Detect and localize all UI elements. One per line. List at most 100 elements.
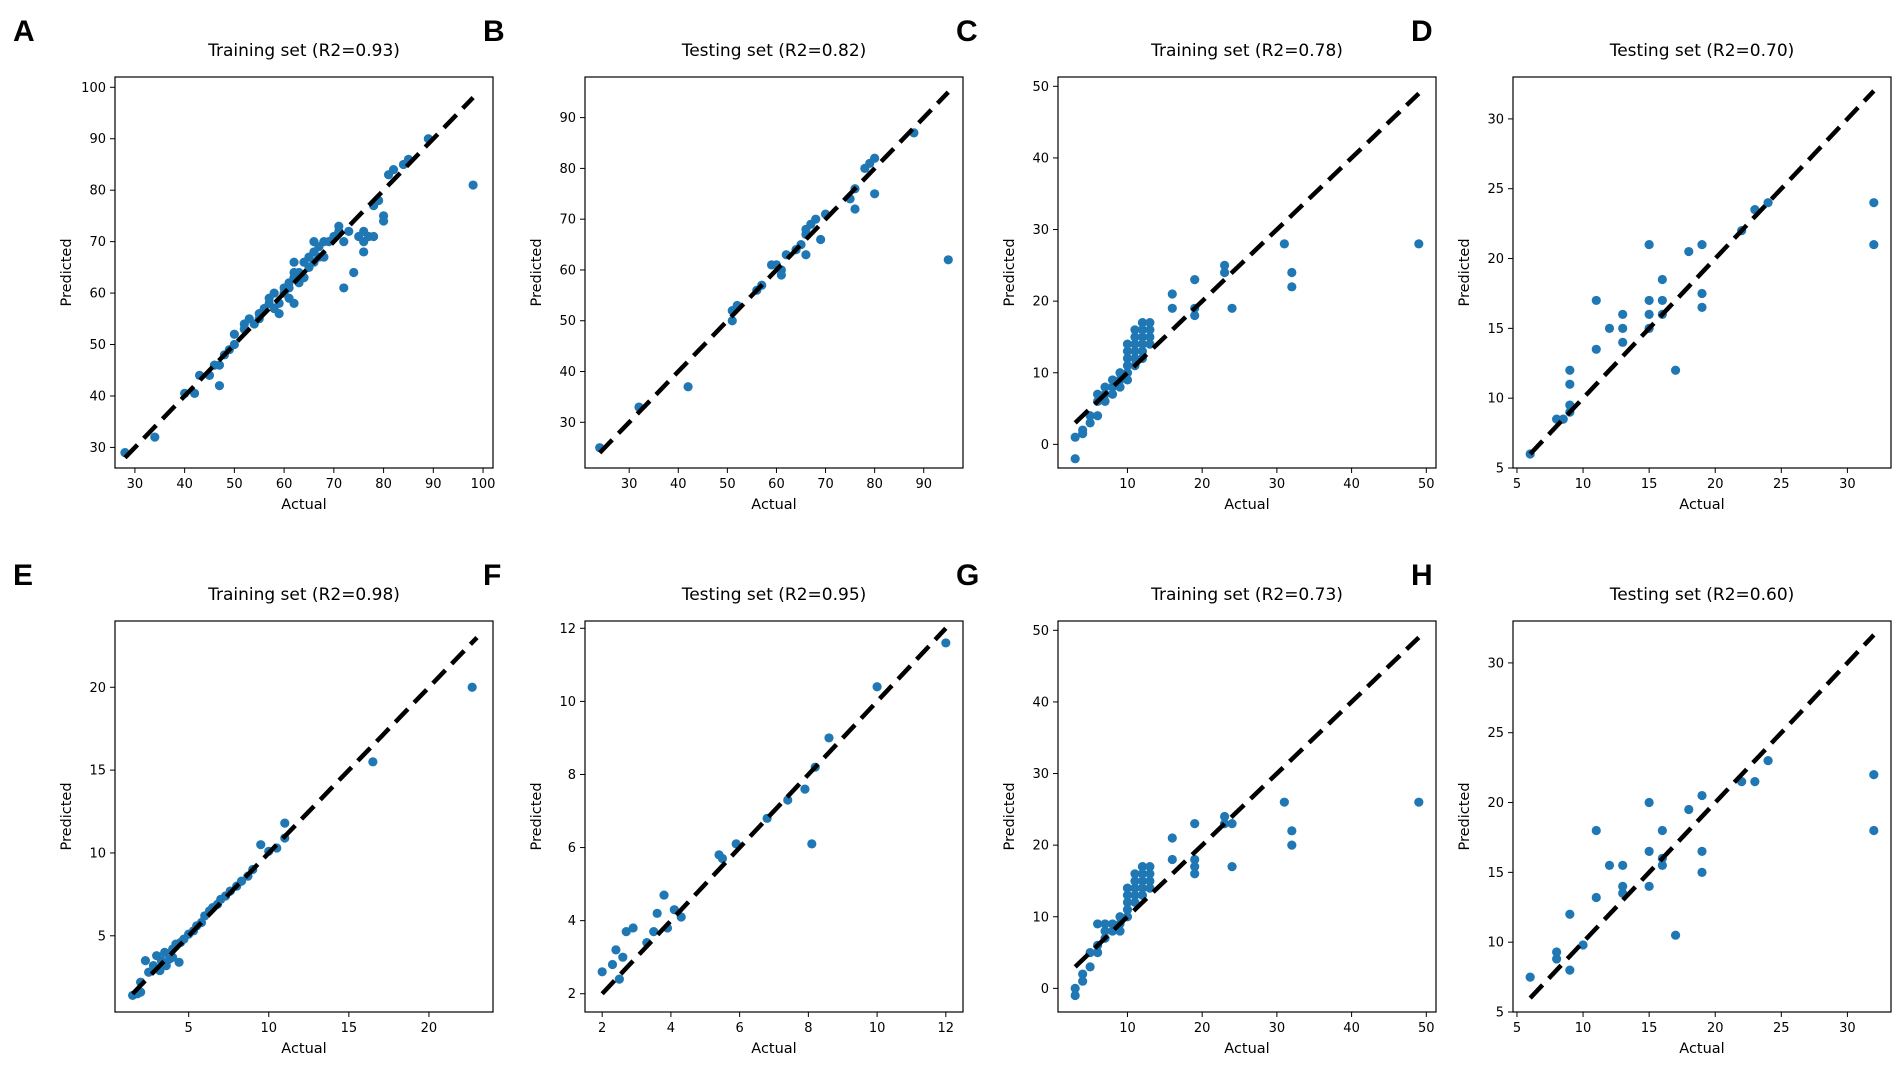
data-point-d (1670, 365, 1681, 375)
x-tick-label-f: 6 (735, 1021, 743, 1036)
y-tick-label-a: 50 (89, 338, 106, 353)
axes-frame-d (1512, 76, 1892, 469)
data-point-f (618, 952, 628, 962)
y-tick-label-c: 20 (1032, 295, 1049, 310)
data-point-c (1414, 239, 1424, 249)
data-point-d (1869, 198, 1879, 208)
x-axis-label-f: Actual (751, 1041, 796, 1057)
y-tick-label-g: 10 (1032, 910, 1049, 925)
data-point-h (1657, 825, 1667, 836)
panel-letter-e: E (13, 559, 33, 592)
x-tick-label-a: 70 (326, 477, 343, 492)
y-tick-label-f: 12 (559, 622, 576, 637)
y-tick-label-f: 6 (568, 841, 576, 856)
data-point-c (1219, 260, 1230, 270)
data-point-a (369, 231, 379, 242)
y-tick-label-e: 10 (89, 846, 106, 861)
x-tick-label-f: 4 (667, 1021, 675, 1036)
data-point-c (1145, 332, 1155, 342)
data-point-f (783, 795, 793, 805)
chart-title-a: Training set (R2=0.93) (207, 41, 400, 61)
identity-line-g (1073, 635, 1421, 969)
x-tick-label-c: 50 (1418, 477, 1435, 492)
data-point-d (1591, 295, 1601, 306)
data-point-f (628, 923, 638, 933)
data-point-g (1167, 833, 1177, 843)
x-tick-label-b: 60 (768, 477, 785, 492)
y-tick-label-h: 10 (1487, 936, 1504, 951)
data-point-d (1618, 337, 1628, 347)
data-point-c (1137, 339, 1148, 349)
x-tick-label-c: 30 (1269, 477, 1286, 492)
panel-a: A Training set (R2=0.93) 30 40 50 60 70 80 90 100… (13, 15, 495, 513)
data-point-h (1697, 790, 1707, 801)
data-point-h (1697, 846, 1707, 857)
x-tick-label-b: 70 (817, 477, 834, 492)
data-point-g (1279, 797, 1289, 807)
x-tick-label-f: 8 (804, 1021, 812, 1036)
panel-e: E Training set (R2=0.98) 5 10 15 20 5 10 15 20 Act… (13, 559, 494, 1057)
y-tick-label-h: 20 (1487, 796, 1504, 811)
x-tick-label-d: 30 (1839, 477, 1856, 492)
data-point-d (1565, 365, 1575, 375)
data-point-b (683, 382, 693, 392)
data-point-g (1078, 976, 1088, 986)
x-tick-label-a: 90 (425, 477, 442, 492)
y-tick-label-g: 30 (1032, 767, 1049, 782)
y-tick-label-g: 40 (1032, 695, 1049, 710)
data-point-a (468, 180, 478, 190)
data-point-g (1122, 883, 1133, 893)
data-point-d (1697, 239, 1707, 250)
x-tick-label-g: 20 (1194, 1021, 1211, 1036)
data-point-c (1227, 303, 1237, 313)
data-point-f (611, 945, 621, 955)
data-point-d (1591, 344, 1601, 354)
y-tick-label-c: 0 (1041, 438, 1049, 453)
data-point-a (214, 381, 225, 391)
y-tick-label-g: 0 (1041, 982, 1049, 997)
data-point-g (1167, 854, 1177, 865)
data-point-g (1122, 897, 1133, 908)
x-tick-label-a: 50 (226, 477, 243, 492)
data-point-g (1137, 876, 1148, 886)
panel-b: B Testing set (R2=0.82) 30 40 50 60 70 80 90 30 40… (483, 15, 964, 513)
y-tick-label-a: 90 (89, 132, 106, 147)
chart-title-f: Testing set (R2=0.95) (681, 585, 867, 605)
data-point-c (1078, 429, 1088, 439)
data-point-h (1763, 756, 1773, 766)
x-tick-label-e: 5 (185, 1021, 193, 1036)
data-point-h (1618, 881, 1628, 891)
x-tick-label-g: 50 (1418, 1021, 1435, 1036)
data-point-g (1137, 862, 1148, 872)
data-point-c (1100, 382, 1110, 392)
data-point-a (150, 432, 160, 442)
data-point-c (1190, 275, 1200, 285)
x-axis-label-a: Actual (281, 497, 326, 513)
panel-c: C Training set (R2=0.78) 10 20 30 40 50 0 10 20 30… (956, 15, 1437, 513)
data-point-e (174, 957, 184, 967)
data-point-d (1604, 323, 1615, 333)
y-axis-label-f: Predicted (529, 782, 545, 850)
panel-d: D Testing set (R2=0.70) 5 10 15 20 25 30 5 10 15 20… (1411, 15, 1892, 513)
data-point-f (649, 927, 659, 937)
chart-title-e: Training set (R2=0.98) (207, 585, 400, 605)
data-point-a (229, 329, 239, 339)
data-point-g (1227, 862, 1237, 872)
data-point-g (1219, 811, 1230, 822)
axes-frame-b (584, 76, 964, 469)
x-tick-label-b: 40 (670, 477, 687, 492)
data-point-d (1657, 295, 1667, 306)
data-point-d (1657, 274, 1667, 285)
x-tick-label-e: 15 (341, 1021, 358, 1036)
y-tick-label-f: 2 (568, 987, 576, 1002)
data-point-d (1618, 309, 1628, 319)
data-point-f (659, 890, 669, 900)
data-point-c (1130, 346, 1140, 356)
y-tick-label-b: 60 (559, 263, 576, 278)
data-point-f (614, 974, 624, 984)
data-point-h (1565, 909, 1575, 919)
y-tick-label-c: 40 (1032, 151, 1049, 166)
data-point-b (811, 214, 821, 224)
identity-line-f (600, 626, 948, 996)
